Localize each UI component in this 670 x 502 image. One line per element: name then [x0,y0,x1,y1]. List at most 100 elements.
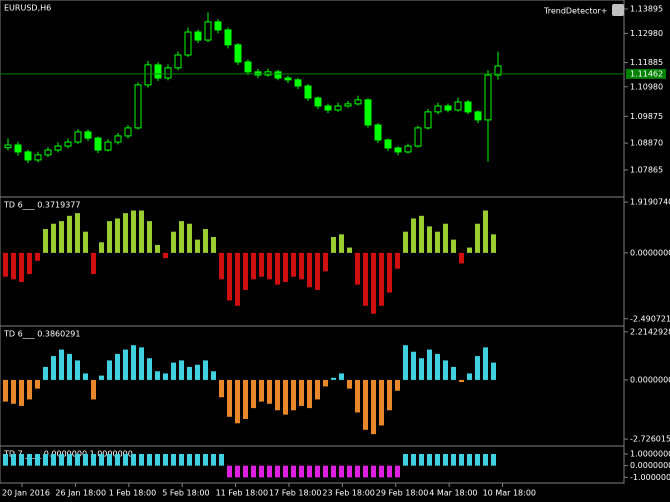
histogram-bar [123,454,128,466]
candle-body [274,71,282,79]
histogram-bar [387,465,392,478]
histogram-bar [347,379,352,389]
histogram-bar [187,366,192,380]
histogram-bar [259,379,264,402]
histogram-bar [339,373,344,380]
histogram-bar [211,236,216,253]
y-tick-label: 0.0000000 [630,375,670,384]
histogram-bar [195,239,200,253]
histogram-bar [147,221,152,253]
candle-body [474,111,482,121]
histogram-bar [107,360,112,380]
histogram-bar [179,360,184,380]
histogram-bar [27,379,32,400]
histogram-bar [35,454,40,466]
histogram-bar [371,252,376,314]
histogram-bar [331,377,336,380]
histogram-bar [299,465,304,478]
indicator-icon [612,4,624,16]
candle-body [374,124,382,141]
histogram-bar [235,379,240,424]
histogram-bar [3,379,8,402]
histogram-bar [91,454,96,466]
candle-body [84,131,92,139]
histogram-bar [363,465,368,478]
histogram-bar [219,454,224,466]
candle-body [394,147,402,153]
histogram-bar [219,379,224,398]
histogram-bar [139,210,144,253]
histogram-bar [203,229,208,253]
histogram-bar [163,373,168,380]
histogram-bar [371,465,376,478]
histogram-bar [91,252,96,275]
histogram-bar [243,252,248,290]
histogram-bar [19,454,24,466]
histogram-bar [155,371,160,380]
histogram-bar [355,252,360,285]
candle-body [464,101,472,113]
histogram-bar [491,234,496,253]
histogram-bar [291,379,296,411]
y-tick-label: 0.0000000 [630,248,670,257]
histogram-bar [307,379,312,409]
histogram-bar [443,360,448,380]
candle-body [64,141,72,147]
histogram-bar [283,465,288,478]
x-tick-label: 1 Feb 18:00 [109,489,156,498]
histogram-bar [83,231,88,253]
y-tick-label: 1.13895 [630,4,663,13]
histogram-bar [331,236,336,253]
histogram-bar [243,465,248,478]
histogram-bar [315,465,320,478]
histogram-bar [379,252,384,306]
histogram-bar [155,244,160,253]
histogram-bar [427,226,432,253]
histogram-bar [147,454,152,466]
histogram-bar [203,360,208,380]
histogram-bar [59,221,64,253]
candle-body [54,145,62,151]
histogram-bar [435,454,440,466]
histogram-bar [451,454,456,466]
candle-body [444,105,452,111]
histogram-bar [467,247,472,253]
histogram-bar [235,252,240,306]
candle-body [224,29,232,46]
histogram-bar [67,454,72,466]
histogram-bar [315,252,320,290]
candle-body [74,131,82,143]
histogram-bar [315,379,320,400]
histogram-bar [395,252,400,269]
histogram-bar [435,231,440,253]
histogram-bar [115,454,120,466]
histogram-bar [51,356,56,380]
candle-body [324,105,332,111]
histogram-bar [323,252,328,272]
histogram-bar [291,465,296,478]
candle-body [284,77,292,81]
histogram-bar [307,465,312,478]
histogram-bar [211,371,216,380]
histogram-bar [171,362,176,380]
histogram-bar [267,252,272,280]
histogram-bar [3,454,8,466]
histogram-bar [267,465,272,478]
histogram-bar [187,223,192,253]
histogram-bar [419,454,424,466]
y-tick-label: 1.09875 [630,112,663,121]
histogram-bar [219,252,224,280]
candle-body [144,64,152,86]
y-tick-label: 1.11885 [630,58,663,67]
y-tick-label: 0.0000000 [630,461,670,470]
candle-body [424,111,432,129]
histogram-bar [259,465,264,478]
histogram-bar [403,231,408,253]
histogram-bar [411,454,416,466]
histogram-bar [171,231,176,253]
histogram-bar [203,454,208,466]
histogram-bar [395,465,400,478]
histogram-bar [323,379,328,387]
candle-body [294,79,302,87]
